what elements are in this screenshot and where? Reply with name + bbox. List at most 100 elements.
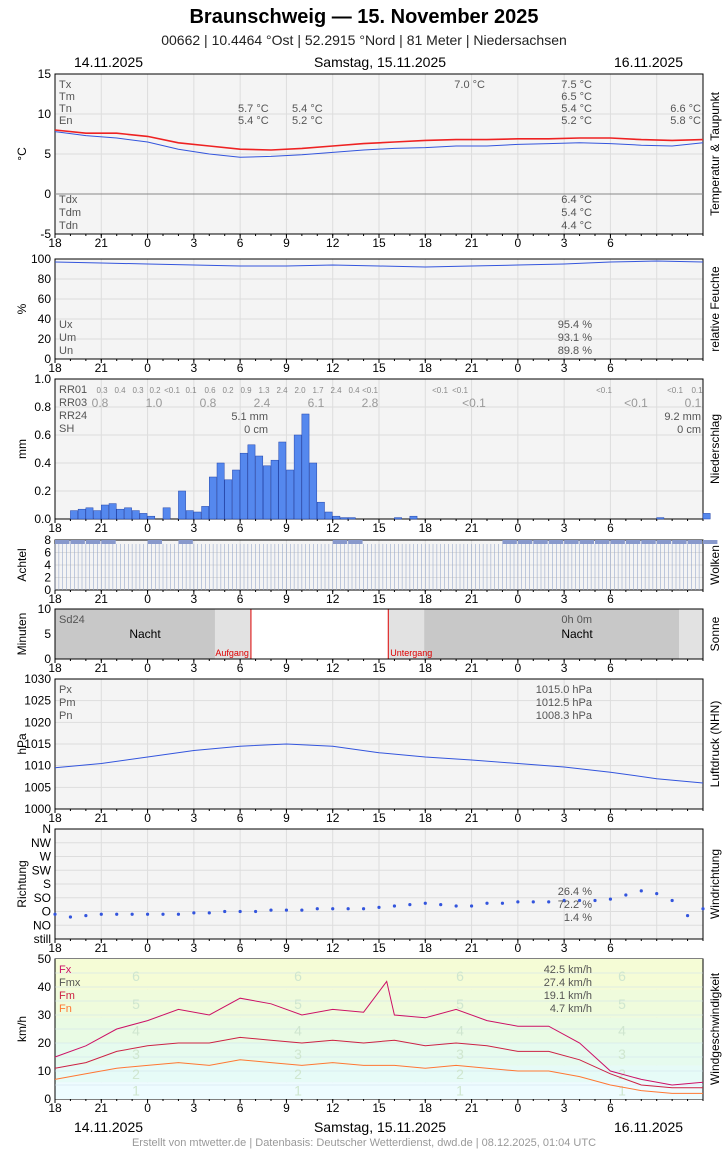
precip-y-label: mm (15, 439, 29, 459)
winddir-stat-value: 72.2 % (558, 899, 592, 911)
precip-rr01-value: <0.1 (596, 386, 612, 395)
precip-rr01-value: 0.2 (222, 386, 234, 395)
precip-bar (278, 441, 287, 520)
humidity-xtick-label: 3 (561, 361, 568, 375)
cloud-bar (703, 540, 718, 544)
cloud-bar (641, 540, 656, 544)
precip-rr01-value: 1.3 (258, 386, 270, 395)
sun-twilight-right (388, 609, 425, 659)
windspeed-ytick-label: 50 (38, 952, 52, 966)
precip-bar (131, 510, 140, 520)
page-title: Braunschweig — 15. November 2025 (189, 6, 539, 28)
temp-ytick-label: 0 (44, 187, 51, 201)
wind-bft-label: 5 (132, 996, 140, 1012)
pressure-xtick-label: 3 (561, 811, 568, 825)
precip-rr03-value: 0.1 (685, 396, 702, 410)
precip-rr03-value: 6.1 (308, 396, 325, 410)
pressure-stat-label: Pn (59, 710, 72, 722)
pressure-ytick-label: 1020 (24, 715, 51, 729)
precip-rr24-label: RR24 (59, 410, 87, 422)
temp-xtick-label: 18 (48, 236, 62, 250)
precip-bar (293, 434, 302, 520)
clouds-xtick-label: 6 (607, 592, 614, 606)
winddir-stat-value: 1.4 % (564, 912, 592, 924)
winddir-point (192, 911, 196, 915)
winddir-point (115, 912, 119, 916)
precip-bar (309, 462, 318, 520)
temp-stat-value: 7.0 °C (454, 79, 485, 91)
cloud-bar (564, 540, 579, 544)
humidity-ytick-label: 40 (38, 312, 52, 326)
humidity-xtick-label: 12 (326, 361, 340, 375)
winddir-ytick-label: NO (33, 918, 51, 932)
sun-night-label: Nacht (129, 627, 161, 641)
temp-dew-value: 5.4 °C (561, 207, 592, 219)
winddir-point (454, 904, 458, 908)
wind-bft-label: 5 (618, 996, 626, 1012)
winddir-point (130, 912, 134, 916)
winddir-xtick-label: 12 (326, 941, 340, 955)
sun-sd24-value: 0h 0m (561, 614, 592, 626)
precip-rr01-value: 0.6 (204, 386, 216, 395)
winddir-point (99, 912, 103, 916)
pressure-xtick-label: 21 (465, 811, 479, 825)
wind-stat-value: 27.4 km/h (544, 977, 592, 989)
precip-rr01-value: 0.1 (185, 386, 197, 395)
winddir-ytick-label: N (42, 822, 51, 836)
clouds-xtick-label: 0 (515, 592, 522, 606)
windspeed-series-Fm (54, 1059, 703, 1094)
winddir-point (423, 901, 427, 905)
clouds-ytick-label: 2 (44, 571, 51, 585)
wind-bft-label: 1 (294, 1083, 302, 1099)
temp-ytick-label: 15 (38, 67, 52, 81)
pressure-xtick-label: 0 (144, 811, 151, 825)
pressure-series-P (54, 743, 704, 784)
precip-rr01-label: RR01 (59, 384, 87, 396)
wind-bft-band (55, 989, 703, 1018)
precip-rr01-value: 0.2 (149, 386, 161, 395)
winddir-xtick-label: 18 (419, 941, 433, 955)
precip-rr01-value: 0.3 (132, 386, 144, 395)
temp-stat-value: 5.7 °C (238, 103, 269, 115)
sun-ytick-label: 0 (44, 652, 51, 666)
windspeed-xtick-label: 12 (326, 1101, 340, 1115)
humidity-stat-label: Ux (59, 319, 73, 331)
sun-xtick-label: 3 (191, 661, 198, 675)
precip-bar (139, 513, 148, 520)
humidity-ytick-label: 80 (38, 272, 52, 286)
temp-stat-value: 6.6 °C (670, 103, 701, 115)
wind-bft-label: 1 (618, 1083, 626, 1099)
precip-xtick-label: 0 (144, 521, 151, 535)
sun-xtick-label: 0 (515, 661, 522, 675)
winddir-ytick-label: SW (32, 863, 52, 877)
winddir-ytick-label: O (42, 905, 51, 919)
temp-stat-value: 6.5 °C (561, 91, 592, 103)
date-right-bottom: 16.11.2025 (614, 1119, 684, 1135)
pressure-y-label: hPa (15, 733, 29, 755)
sun-xtick-label: 6 (607, 661, 614, 675)
temp-ytick-label: -5 (40, 227, 51, 241)
humidity-stat-label: Un (59, 345, 73, 357)
wind-bft-label: 2 (132, 1066, 140, 1082)
winddir-point (53, 912, 57, 916)
winddir-point (547, 900, 551, 904)
temp-dew-label: Tdm (59, 207, 81, 219)
clouds-xtick-label: 0 (144, 592, 151, 606)
pressure-xtick-label: 15 (372, 811, 386, 825)
humidity-series-U (54, 260, 704, 268)
precip-xtick-label: 21 (95, 521, 109, 535)
precip-bar (255, 455, 264, 520)
humidity-ytick-label: 60 (38, 292, 52, 306)
precip-xtick-label: 9 (283, 521, 290, 535)
wind-bft-band (55, 1082, 703, 1099)
precip-bar (77, 508, 86, 520)
temp-ytick-label: 10 (38, 107, 52, 121)
winddir-point (331, 907, 335, 911)
wind-bft-label: 6 (618, 968, 626, 984)
cloud-bar (656, 540, 672, 544)
pressure-stat-label: Px (59, 684, 72, 696)
date-center-top: Samstag, 15.11.2025 (313, 54, 447, 70)
precip-bar (332, 515, 341, 520)
pressure-stat-label: Pm (59, 697, 76, 709)
precip-rr01-value: 1.7 (312, 386, 324, 395)
